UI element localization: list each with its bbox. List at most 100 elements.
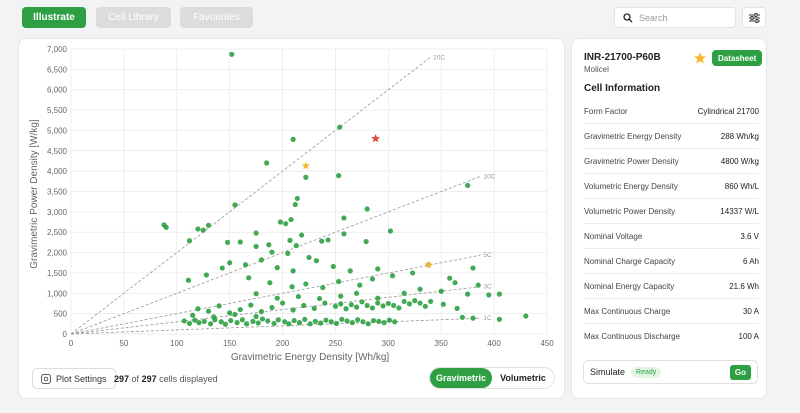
data-point[interactable]: [219, 265, 225, 271]
data-point[interactable]: [298, 232, 305, 238]
data-point[interactable]: [337, 124, 343, 130]
data-point[interactable]: [228, 317, 234, 324]
data-point[interactable]: [355, 317, 361, 323]
data-point[interactable]: [274, 265, 280, 271]
data-point[interactable]: [269, 304, 275, 311]
data-point[interactable]: [447, 275, 453, 281]
data-point[interactable]: [454, 305, 460, 311]
datasheet-button[interactable]: Datasheet: [712, 50, 763, 66]
data-point[interactable]: [438, 288, 444, 294]
scatter-chart[interactable]: 20C 10C 5C 3C 1C 0 50 100 150 200 250 300 350 400 450…: [19, 39, 566, 364]
data-point[interactable]: [363, 238, 369, 245]
data-point[interactable]: [229, 51, 235, 57]
data-point[interactable]: [224, 239, 231, 245]
data-point[interactable]: [234, 320, 240, 326]
data-point[interactable]: [286, 321, 292, 327]
data-point[interactable]: [253, 313, 259, 320]
data-point[interactable]: [259, 316, 266, 322]
data-point[interactable]: [287, 237, 293, 243]
tab-favourites[interactable]: Favourites: [180, 7, 253, 28]
data-point[interactable]: [186, 238, 193, 244]
data-point[interactable]: [279, 300, 286, 306]
data-point[interactable]: [161, 222, 167, 228]
data-point[interactable]: [222, 321, 229, 327]
data-point[interactable]: [338, 293, 344, 299]
data-point[interactable]: [459, 314, 465, 320]
data-point[interactable]: [341, 215, 347, 221]
data-point[interactable]: [325, 237, 331, 243]
data-point[interactable]: [364, 206, 370, 212]
data-point[interactable]: [243, 321, 250, 327]
data-point[interactable]: [271, 320, 277, 327]
data-point[interactable]: [319, 238, 325, 244]
data-point[interactable]: [376, 318, 382, 324]
data-point[interactable]: [391, 302, 397, 309]
data-point[interactable]: [347, 268, 353, 274]
data-point[interactable]: [283, 221, 289, 227]
data-point[interactable]: [311, 305, 317, 311]
plot-settings-button[interactable]: Plot Settings: [32, 368, 116, 389]
selected-point[interactable]: [371, 133, 381, 143]
data-point[interactable]: [196, 320, 202, 326]
data-point[interactable]: [359, 299, 365, 305]
search-input[interactable]: [639, 12, 729, 23]
data-point[interactable]: [203, 272, 209, 278]
data-point[interactable]: [293, 243, 299, 249]
data-point[interactable]: [205, 308, 212, 314]
data-point[interactable]: [266, 242, 272, 248]
data-point[interactable]: [190, 312, 196, 318]
data-point[interactable]: [417, 286, 423, 292]
data-point[interactable]: [523, 313, 529, 319]
data-point[interactable]: [192, 317, 198, 323]
data-point[interactable]: [375, 266, 381, 272]
data-point[interactable]: [348, 302, 354, 308]
data-point[interactable]: [370, 317, 377, 324]
data-point[interactable]: [186, 320, 193, 327]
data-point[interactable]: [253, 243, 259, 250]
data-point[interactable]: [318, 320, 324, 326]
data-point[interactable]: [290, 268, 296, 274]
data-point[interactable]: [412, 298, 418, 304]
data-point[interactable]: [392, 319, 398, 325]
data-point[interactable]: [296, 320, 303, 326]
data-point[interactable]: [303, 281, 309, 287]
data-point[interactable]: [339, 316, 345, 322]
data-point[interactable]: [410, 270, 416, 276]
data-point[interactable]: [290, 136, 296, 142]
data-point[interactable]: [205, 222, 212, 228]
data-point[interactable]: [288, 216, 294, 223]
data-point[interactable]: [295, 293, 302, 300]
data-point[interactable]: [322, 300, 328, 306]
data-point[interactable]: [375, 295, 381, 301]
data-point[interactable]: [303, 174, 309, 180]
favourite-star-icon[interactable]: [693, 51, 707, 65]
data-point[interactable]: [255, 320, 261, 326]
data-point[interactable]: [332, 303, 339, 309]
data-point[interactable]: [496, 316, 502, 322]
search-box[interactable]: [614, 7, 736, 28]
data-point[interactable]: [316, 295, 323, 302]
data-point[interactable]: [291, 317, 297, 324]
data-point[interactable]: [237, 239, 243, 245]
data-point[interactable]: [401, 290, 407, 296]
data-point[interactable]: [253, 230, 259, 236]
data-point[interactable]: [341, 231, 347, 237]
data-point[interactable]: [216, 303, 222, 309]
data-point[interactable]: [417, 300, 423, 306]
data-point[interactable]: [343, 306, 349, 312]
data-point[interactable]: [195, 306, 201, 312]
data-point[interactable]: [470, 315, 476, 321]
data-point[interactable]: [313, 258, 320, 264]
data-point[interactable]: [301, 302, 307, 309]
data-point[interactable]: [389, 273, 396, 279]
data-point[interactable]: [264, 160, 270, 166]
data-point[interactable]: [292, 201, 298, 208]
data-point[interactable]: [465, 291, 471, 297]
data-point[interactable]: [349, 320, 355, 326]
data-point[interactable]: [307, 321, 313, 327]
data-point[interactable]: [277, 219, 284, 225]
data-point[interactable]: [357, 282, 363, 288]
data-point[interactable]: [274, 295, 280, 301]
data-point[interactable]: [364, 302, 370, 309]
data-point[interactable]: [406, 301, 413, 307]
